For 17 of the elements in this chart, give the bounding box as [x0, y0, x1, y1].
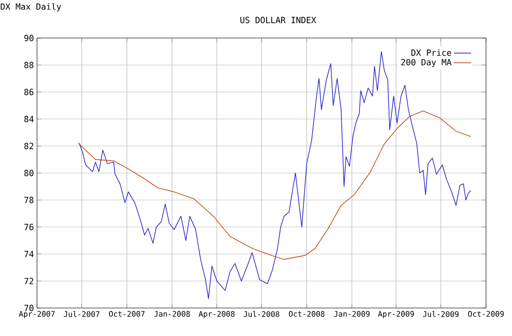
y-tick-label: 74 — [24, 250, 34, 258]
legend-label: DX Price — [411, 49, 452, 56]
y-tick-label: 72 — [24, 278, 34, 284]
line-series — [78, 110, 472, 260]
y-tick-label: 78 — [24, 196, 34, 204]
y-tick-label: 80 — [24, 170, 34, 176]
y-tick-label: 88 — [24, 62, 34, 68]
line-series — [78, 51, 472, 299]
y-tick-label: 82 — [24, 142, 34, 150]
y-tick-label: 86 — [24, 88, 34, 96]
y-tick-label: 84 — [24, 116, 34, 122]
y-tick-label: 90 — [24, 34, 34, 42]
y-tick-label: 76 — [24, 224, 34, 230]
y-tick-label: 70 — [24, 304, 34, 312]
text: DX Max Daily — [0, 3, 62, 12]
legend-label: 200 Day MA — [401, 58, 452, 68]
chart-title: US DOLLAR INDEX — [240, 16, 316, 24]
